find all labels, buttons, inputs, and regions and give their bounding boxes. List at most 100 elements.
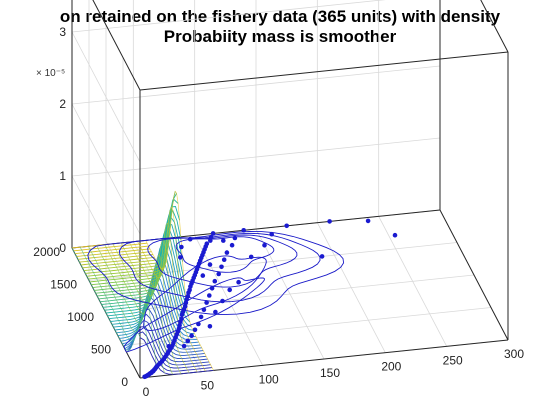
data-point	[192, 327, 198, 333]
z-exponent-label: × 10⁻⁵	[36, 68, 65, 79]
back-wall-grid-z	[71, 65, 441, 105]
data-point	[212, 278, 218, 284]
y-tick-label: 1000	[67, 310, 94, 324]
data-point	[187, 287, 192, 293]
surface-mesh-line	[128, 222, 198, 373]
y-tick-label: 0	[121, 375, 128, 389]
grid-layer	[71, 0, 509, 379]
surface-mesh-line	[105, 206, 181, 314]
density-contour	[87, 231, 345, 316]
surface-mesh-line	[88, 268, 163, 280]
data-point	[187, 236, 193, 242]
z-tick-label: 3	[59, 25, 66, 39]
surface-mesh-line	[79, 247, 149, 348]
chart-title-line-1: on retained on the fishery data (365 uni…	[60, 7, 501, 26]
data-point	[182, 303, 188, 309]
data-point	[207, 324, 213, 329]
axes-box-edge	[92, 0, 141, 91]
surface-mesh-line	[73, 242, 148, 252]
data-point	[262, 243, 267, 248]
y-tick-label: 2000	[33, 245, 60, 259]
data-point	[365, 218, 371, 224]
data-point	[198, 314, 204, 320]
surface-mesh-line	[95, 239, 170, 294]
density-contour	[123, 277, 266, 353]
data-point	[179, 244, 184, 250]
surface-mesh-line	[80, 256, 155, 266]
chart-title-line-2: Probabiity mass is smoother	[164, 27, 397, 46]
surface-mesh-line	[104, 244, 173, 375]
surface-mesh-line	[96, 245, 165, 373]
data-point	[227, 287, 232, 293]
data-points	[142, 218, 398, 380]
axes-box-edge	[480, 0, 509, 53]
surface-mesh-line	[74, 245, 149, 255]
data-point	[207, 262, 213, 267]
z-tick-label: 2	[59, 97, 66, 111]
surface-mesh-line	[135, 319, 210, 366]
left-wall-grid-z	[71, 31, 141, 163]
data-point	[204, 300, 209, 305]
surface-mesh-line	[138, 331, 213, 372]
density-contours	[87, 231, 345, 353]
data-point	[229, 242, 235, 248]
surface-mesh-line	[112, 243, 182, 374]
data-point	[221, 257, 227, 263]
data-point	[224, 250, 230, 255]
surface-mesh-line	[85, 264, 159, 274]
data-point	[236, 279, 241, 285]
data-point	[204, 241, 210, 246]
surface-mesh-line	[79, 254, 154, 263]
density-contour	[143, 255, 267, 332]
data-point	[208, 234, 214, 240]
surface-mesh-line	[77, 251, 152, 260]
x-tick-label: 100	[259, 372, 279, 386]
data-point	[179, 316, 184, 322]
data-point	[181, 343, 187, 349]
surface-mesh-line	[139, 337, 214, 375]
data-point	[221, 238, 226, 243]
back-wall-grid-z	[71, 0, 386, 33]
axes-box-edge	[139, 51, 509, 91]
z-tick-label: 1	[59, 169, 66, 183]
density-contour	[175, 236, 275, 273]
data-point	[189, 333, 194, 339]
data-point	[196, 321, 201, 327]
surface-mesh-line	[136, 326, 211, 369]
data-point	[213, 309, 218, 315]
data-point	[177, 323, 182, 328]
floor-grid-y	[88, 242, 458, 281]
data-point	[166, 344, 171, 349]
data-point	[208, 238, 213, 243]
surface-mesh-line	[86, 267, 161, 277]
surface-mesh-line	[104, 198, 179, 311]
axes-box-edge	[439, 209, 509, 341]
surface-mesh-line	[71, 247, 141, 351]
data-point	[319, 254, 325, 259]
y-tick-label: 1500	[50, 278, 77, 292]
z-tick-label: 0	[59, 241, 66, 255]
surface-mesh-line	[83, 262, 158, 272]
data-point	[183, 300, 189, 306]
surface-mesh-line	[133, 313, 208, 363]
x-tick-label: 0	[143, 385, 150, 399]
x-tick-label: 50	[201, 379, 215, 393]
surface-mesh-line	[89, 268, 164, 283]
data-point	[210, 231, 216, 236]
data-point	[248, 254, 254, 260]
y-tick-label: 500	[91, 343, 111, 357]
x-tick-label: 250	[443, 353, 463, 367]
surface-mesh-line	[137, 206, 206, 372]
surface-mesh-line	[102, 193, 177, 308]
density-contour	[147, 234, 298, 288]
surface-mesh-line	[91, 266, 166, 286]
data-point	[209, 286, 215, 291]
data-point	[220, 298, 225, 304]
data-point	[232, 235, 238, 241]
back-wall-grid-z	[71, 137, 441, 177]
data-point	[185, 338, 191, 344]
tick-labels: 050100150200250300050010001500200001234	[33, 25, 524, 399]
data-point	[219, 264, 224, 270]
data-point	[185, 294, 191, 299]
